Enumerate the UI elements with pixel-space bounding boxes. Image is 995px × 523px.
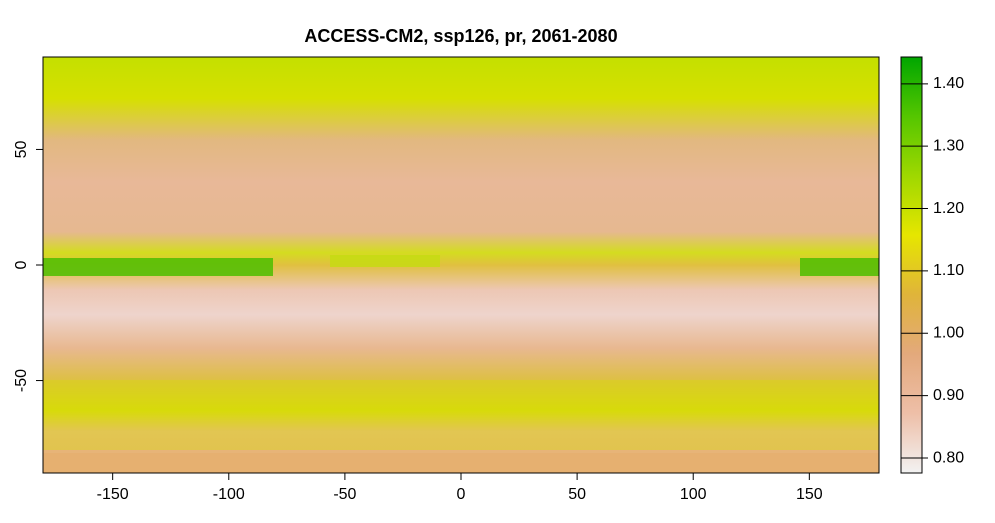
equatorial-band: [43, 258, 273, 276]
colorbar-tick-label: 1.10: [933, 262, 964, 279]
x-tick-label: 100: [680, 486, 707, 503]
x-tick-label: 0: [457, 486, 466, 503]
y-tick-label: 0: [13, 260, 30, 269]
x-tick-label: 50: [568, 486, 586, 503]
colorbar-tick-label: 1.30: [933, 137, 964, 154]
colorbar-tick-label: 1.40: [933, 75, 964, 92]
x-tick-label: -50: [333, 486, 356, 503]
colorbar-tick-label: 0.90: [933, 387, 964, 404]
equatorial-band: [800, 258, 879, 276]
colorbar: [900, 56, 923, 474]
x-tick-label: -100: [213, 486, 245, 503]
x-tick-label: 150: [796, 486, 823, 503]
antarctica: [43, 453, 879, 473]
x-tick-label: -150: [97, 486, 129, 503]
colorbar-tick-label: 0.80: [933, 449, 964, 466]
colorbar-tick-label: 1.00: [933, 325, 964, 342]
map-field: [43, 57, 879, 473]
y-tick-label: 50: [13, 140, 30, 158]
chart-title: ACCESS-CM2, ssp126, pr, 2061-2080: [304, 26, 617, 46]
equatorial-band: [330, 255, 440, 267]
southern-band: [43, 380, 879, 450]
y-tick-label: -50: [13, 369, 30, 392]
colorbar-tick-label: 1.20: [933, 200, 964, 217]
